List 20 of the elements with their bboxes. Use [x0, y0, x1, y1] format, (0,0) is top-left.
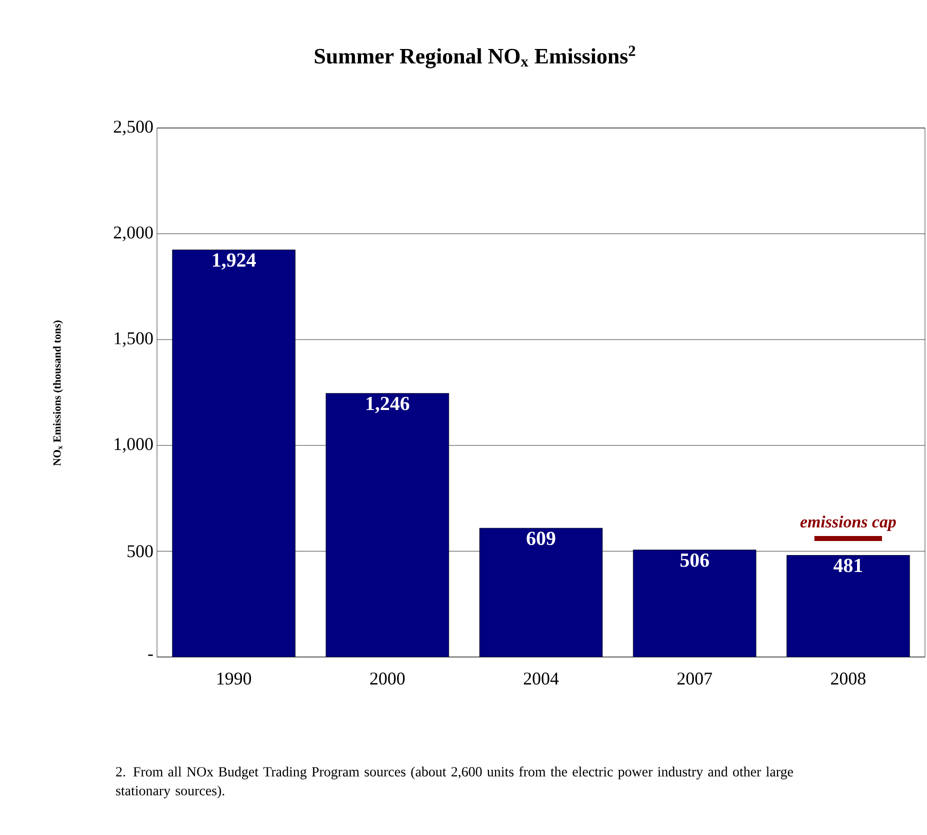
- ref-line-label: emissions cap: [800, 516, 896, 531]
- y-tick-label: 1,500: [114, 332, 153, 347]
- y-tick-label: 500: [128, 545, 153, 558]
- x-tick-label: 1990: [217, 672, 252, 685]
- chart-title: Summer Regional NO$_{x}$ Emissions$^{2}$: [314, 46, 636, 68]
- y-axis-title: NO$_{x}$ Emissions (thousand tons): [53, 320, 63, 466]
- text: 2. From all NOx Budget Trading Program sources (about 2,600 units from the electric power industry and other large stationary sources).: [116, 766, 793, 798]
- y-tick-label: 1,000: [114, 438, 153, 453]
- x-tick-label: 2004: [524, 672, 559, 685]
- data-label: 1,924: [212, 253, 256, 270]
- x-tick-label: 2008: [831, 672, 866, 685]
- y-tick-label: 2,500: [114, 120, 153, 136]
- x-tick-label: 2000: [370, 672, 405, 685]
- data-label: 481: [834, 558, 862, 572]
- data-label: 1,246: [366, 396, 410, 414]
- data-label: 506: [680, 553, 709, 567]
- y-tick-label: 2,000: [114, 226, 153, 242]
- y-tick-label: -: [148, 654, 153, 656]
- data-label: 609: [526, 532, 556, 546]
- x-tick-label: 2007: [677, 672, 712, 685]
